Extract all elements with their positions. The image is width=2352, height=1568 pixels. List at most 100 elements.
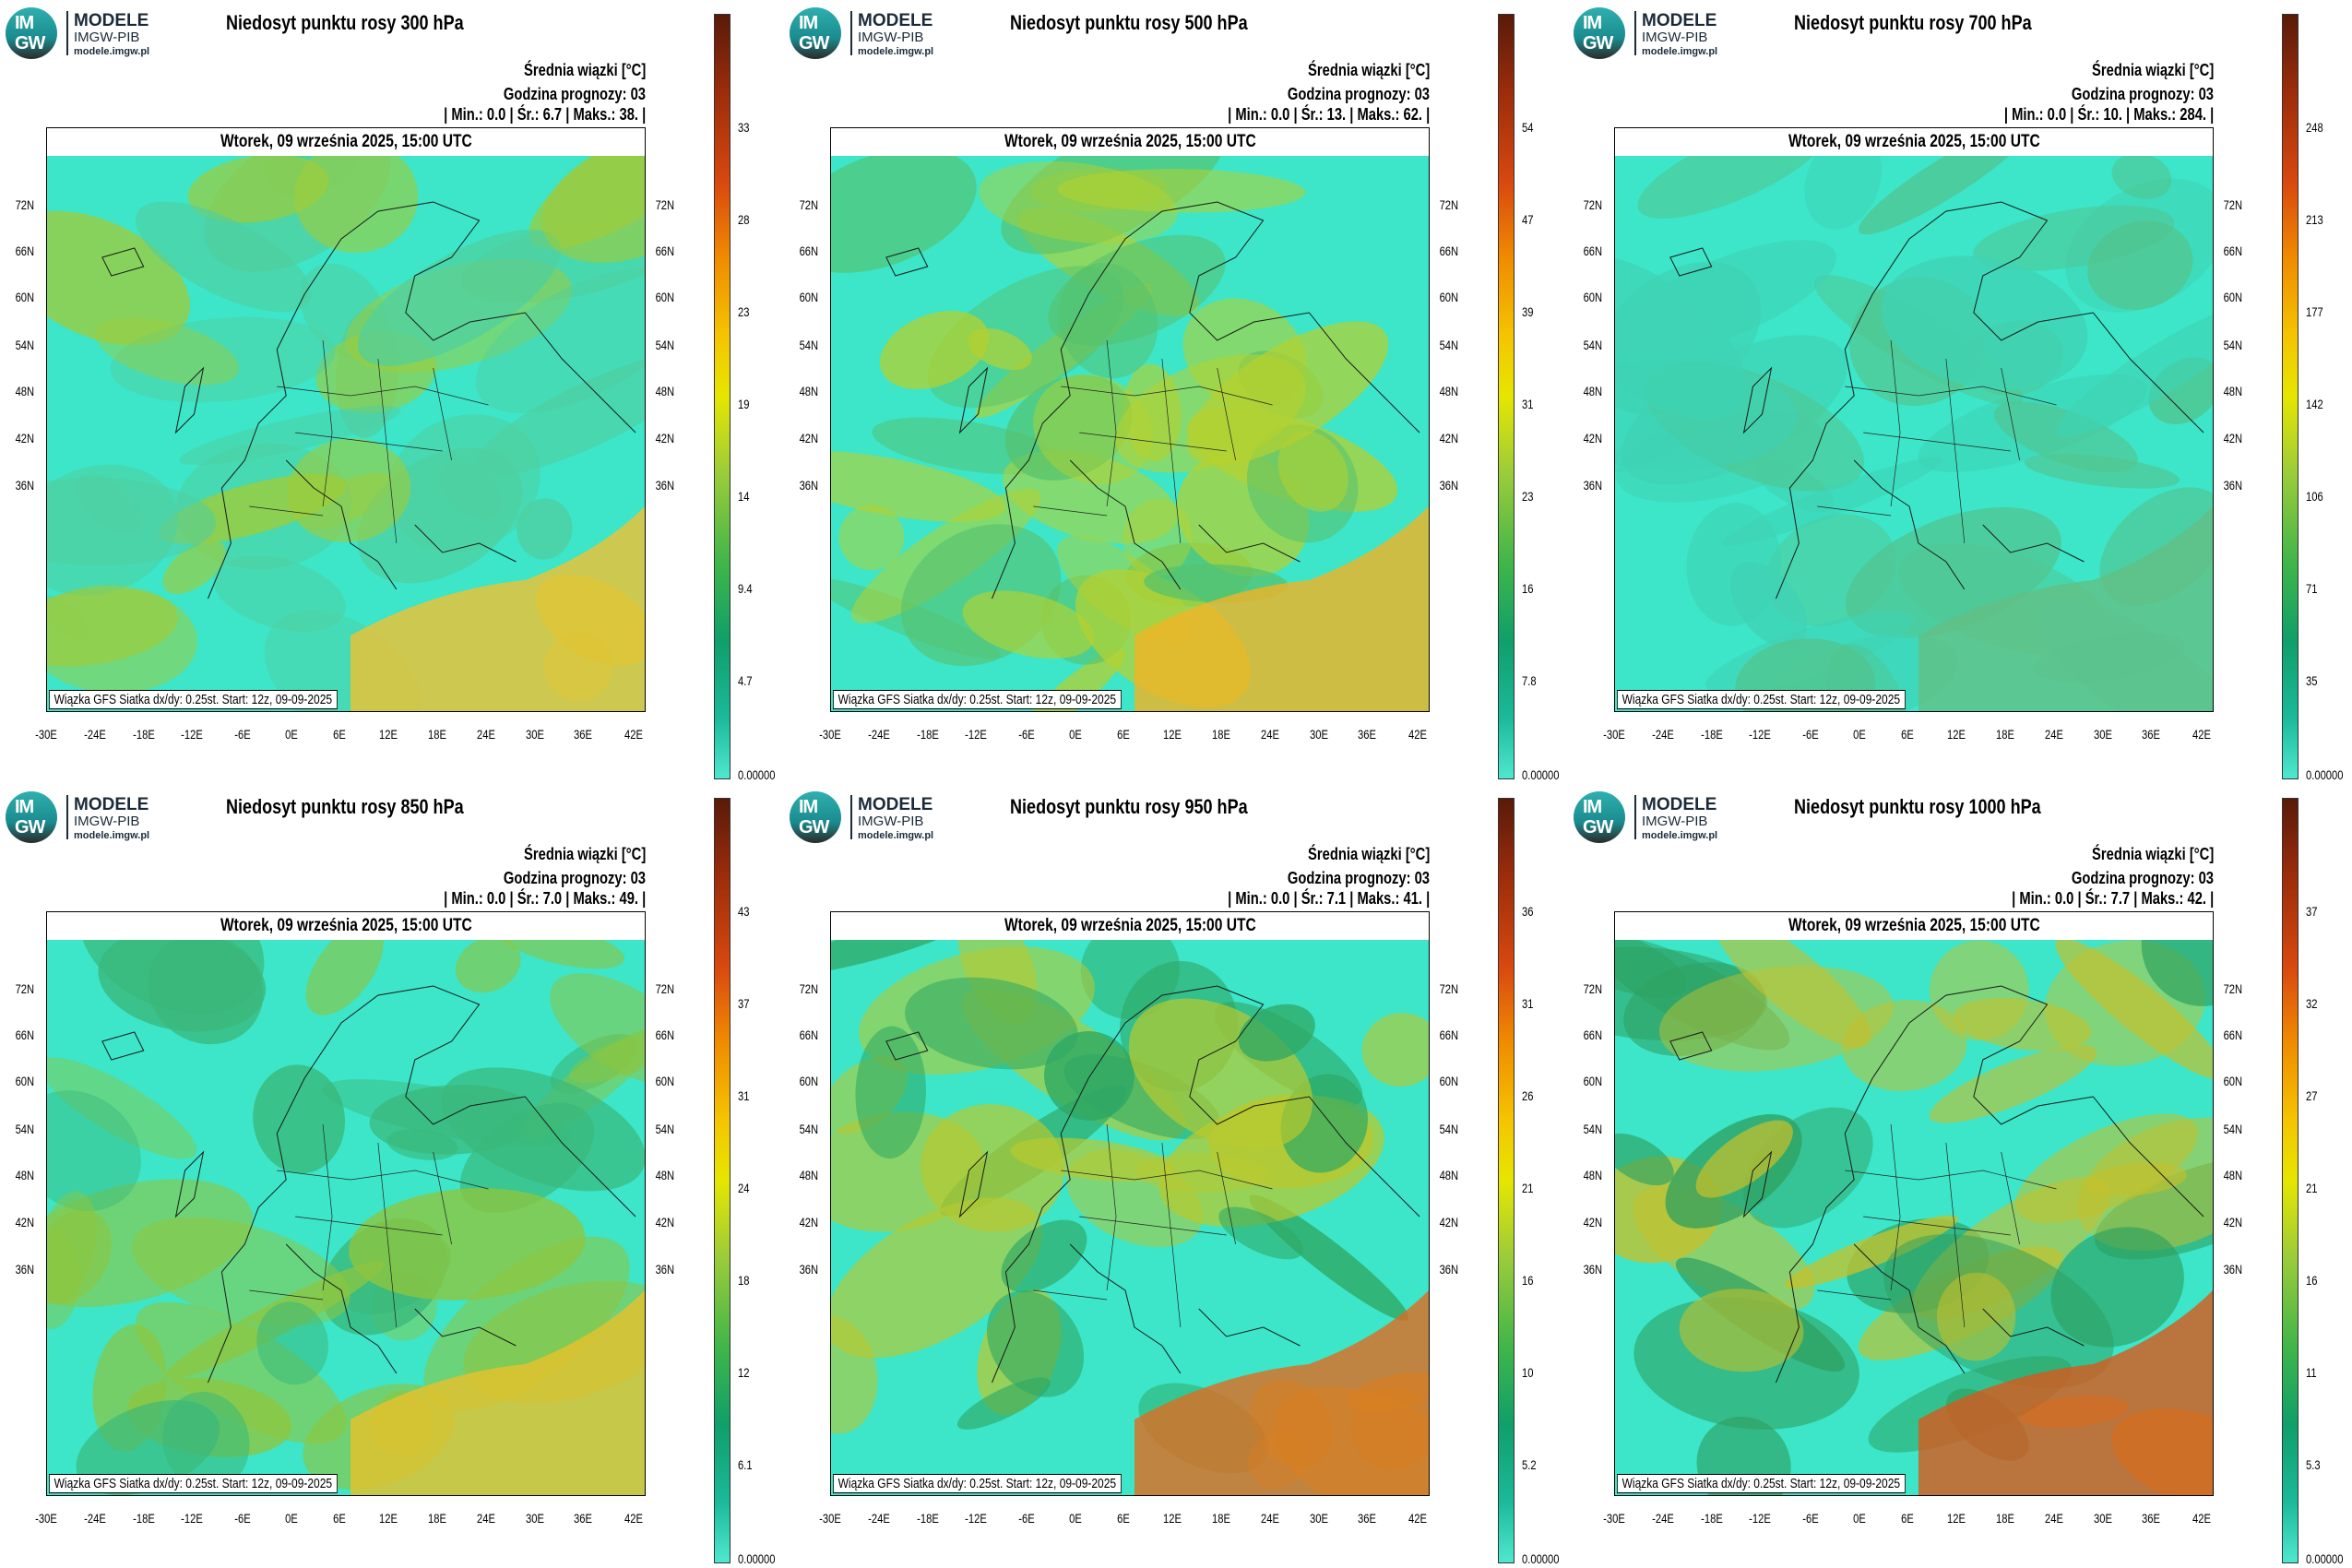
- map-area[interactable]: [1615, 156, 2213, 711]
- footer-note: Wiązka GFS Siatka dx/dy: 0.25st. Start: …: [833, 690, 1122, 709]
- colorbar-label: 6.1: [738, 1457, 753, 1472]
- lat-tick-right: 72N: [2223, 981, 2243, 996]
- forecast-hour: Godzina prognozy: 03: [2071, 85, 2214, 103]
- lat-tick-left: 42N: [1583, 431, 1603, 445]
- lon-tick: -24E: [1651, 727, 1674, 742]
- lat-tick-right: 42N: [1439, 1215, 1459, 1229]
- lon-tick: 24E: [1260, 1511, 1279, 1526]
- lat-tick-left: 36N: [799, 478, 819, 493]
- map-frame: Wtorek, 09 września 2025, 15:00 UTC Wiązk…: [830, 911, 1430, 1496]
- lon-tick: -18E: [1700, 727, 1723, 742]
- lat-tick-right: 66N: [1439, 244, 1459, 258]
- lon-tick: 30E: [525, 727, 544, 742]
- lon-tick: 6E: [1117, 727, 1131, 742]
- info-label: Średnia wiązki [°C]: [1307, 61, 1430, 79]
- colorbar: [2282, 14, 2299, 779]
- panel-title: Niedosyt punktu rosy 850 hPa: [226, 795, 464, 818]
- lon-tick: -12E: [1749, 727, 1772, 742]
- lon-tick: -6E: [1802, 727, 1819, 742]
- lon-tick: 0E: [284, 727, 298, 742]
- lat-tick-left: 48N: [799, 1168, 819, 1182]
- lat-tick-left: 66N: [1583, 1028, 1603, 1042]
- colorbar-label: 23: [738, 304, 750, 319]
- logo-line1: MODELE: [74, 11, 149, 30]
- panel-title: Niedosyt punktu rosy 700 hPa: [1794, 11, 2032, 34]
- lon-tick: -12E: [1749, 1511, 1772, 1526]
- colorbar-label: 16: [1522, 581, 1534, 596]
- lon-tick: 24E: [1260, 727, 1279, 742]
- lon-tick: 24E: [2044, 727, 2063, 742]
- lat-tick-right: 54N: [1439, 338, 1459, 352]
- lat-tick-left: 48N: [15, 1168, 35, 1182]
- map-area[interactable]: [47, 940, 645, 1495]
- map-area[interactable]: [47, 156, 645, 711]
- stats-line: | Min.: 0.0 | Śr.: 7.0 | Maks.: 49. |: [443, 889, 646, 908]
- logo-im: IM: [799, 13, 818, 33]
- lon-tick: 0E: [1068, 727, 1082, 742]
- forecast-panel: IM GW MODELE IMGW-PIB modele.imgw.pl Niedosyt…: [1568, 0, 2352, 784]
- logo-line1: MODELE: [1642, 11, 1717, 30]
- lat-tick-right: 36N: [1439, 478, 1459, 493]
- map-field: [831, 156, 1429, 711]
- lat-tick-right: 60N: [1439, 1074, 1459, 1088]
- map-frame: Wtorek, 09 września 2025, 15:00 UTC Wiązk…: [46, 911, 646, 1496]
- lon-tick: 6E: [333, 1511, 347, 1526]
- info-label: Średnia wiązki [°C]: [2091, 61, 2214, 79]
- lon-tick: -18E: [132, 1511, 155, 1526]
- logo-divider: [66, 795, 68, 839]
- footer-note: Wiązka GFS Siatka dx/dy: 0.25st. Start: …: [1617, 1474, 1906, 1493]
- lat-tick-right: 42N: [1439, 431, 1459, 445]
- lat-tick-left: 72N: [1583, 981, 1603, 996]
- lat-tick-right: 72N: [655, 197, 675, 212]
- panel-title: Niedosyt punktu rosy 1000 hPa: [1794, 795, 2041, 818]
- info-label: Średnia wiązki [°C]: [523, 61, 646, 79]
- lat-tick-left: 72N: [799, 981, 819, 996]
- imgw-logo-icon: IM GW: [790, 7, 841, 59]
- lon-tick: -30E: [35, 727, 57, 742]
- logo-line2: IMGW-PIB: [74, 814, 140, 829]
- lat-tick-left: 36N: [799, 1262, 819, 1277]
- lat-tick-left: 60N: [799, 290, 819, 304]
- date-row: Wtorek, 09 września 2025, 15:00 UTC: [831, 912, 1429, 941]
- lat-tick-right: 60N: [2223, 290, 2243, 304]
- lat-tick-right: 36N: [2223, 1262, 2243, 1277]
- lat-tick-right: 72N: [1439, 981, 1459, 996]
- colorbar-label: 12: [738, 1365, 750, 1380]
- lon-tick: 36E: [1358, 1511, 1377, 1526]
- forecast-hour: Godzina prognozy: 03: [503, 85, 646, 103]
- colorbar-label: 0.00000: [2306, 1551, 2344, 1566]
- date-row: Wtorek, 09 września 2025, 15:00 UTC: [1615, 912, 2213, 941]
- date-row: Wtorek, 09 września 2025, 15:00 UTC: [831, 128, 1429, 157]
- lat-tick-right: 48N: [1439, 1168, 1459, 1182]
- map-area[interactable]: [1615, 940, 2213, 1495]
- lon-tick: 36E: [574, 727, 593, 742]
- map-area[interactable]: [831, 156, 1429, 711]
- lon-tick: -18E: [1700, 1511, 1723, 1526]
- imgw-logo-icon: IM GW: [1574, 7, 1625, 59]
- forecast-hour: Godzina prognozy: 03: [1287, 869, 1430, 887]
- lat-tick-right: 60N: [2223, 1074, 2243, 1088]
- lon-tick: -30E: [1603, 1511, 1625, 1526]
- lon-tick: -24E: [1651, 1511, 1674, 1526]
- colorbar: [2282, 798, 2299, 1563]
- imgw-logo: IM GW MODELE IMGW-PIB modele.imgw.pl: [790, 791, 965, 843]
- logo-gw: GW: [1583, 817, 1613, 837]
- forecast-panel: IM GW MODELE IMGW-PIB modele.imgw.pl Niedosyt…: [0, 784, 784, 1568]
- lon-tick: 18E: [1996, 727, 2015, 742]
- logo-line3: modele.imgw.pl: [74, 830, 150, 841]
- colorbar-label: 31: [738, 1088, 750, 1103]
- colorbar-label: 43: [738, 904, 750, 919]
- lat-tick-right: 72N: [2223, 197, 2243, 212]
- colorbar-label: 24: [738, 1181, 750, 1195]
- logo-im: IM: [799, 797, 818, 817]
- lat-tick-right: 36N: [1439, 1262, 1459, 1277]
- logo-line3: modele.imgw.pl: [1642, 830, 1718, 841]
- colorbar-label: 47: [1522, 212, 1534, 227]
- stats-line: | Min.: 0.0 | Śr.: 7.7 | Maks.: 42. |: [2011, 889, 2214, 908]
- lat-tick-right: 54N: [1439, 1122, 1459, 1136]
- footer-note: Wiązka GFS Siatka dx/dy: 0.25st. Start: …: [833, 1474, 1122, 1493]
- colorbar-label: 31: [1522, 397, 1534, 411]
- map-area[interactable]: [831, 940, 1429, 1495]
- lon-tick: 42E: [624, 727, 643, 742]
- forecast-date: Wtorek, 09 września 2025, 15:00 UTC: [1788, 132, 2040, 151]
